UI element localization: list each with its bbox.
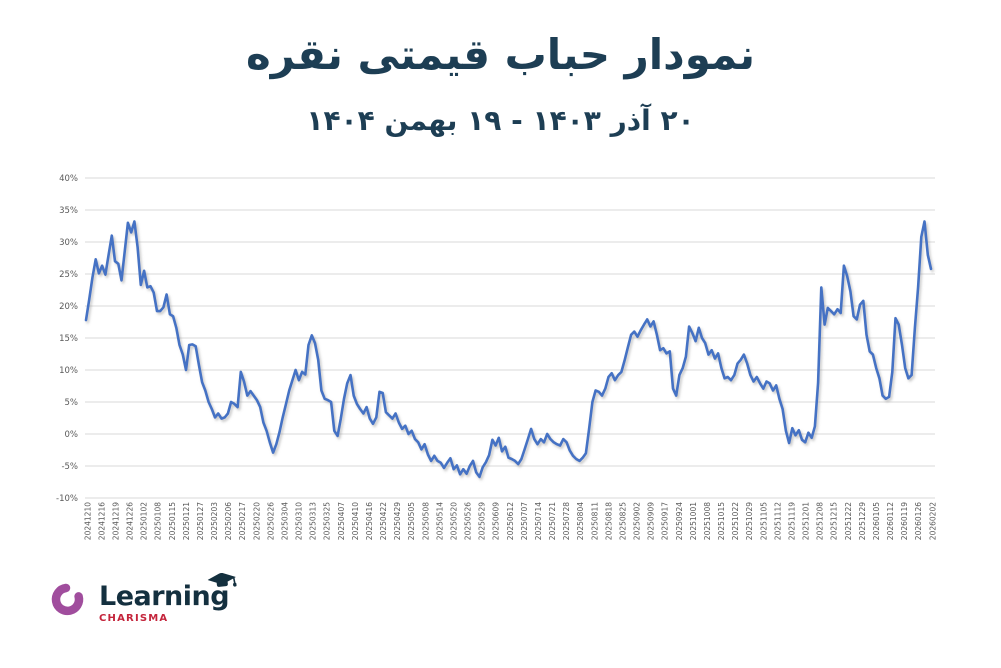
x-tick-label: 20250226	[266, 502, 275, 540]
x-tick-label: 20250102	[140, 502, 149, 540]
y-tick-label: 35%	[59, 206, 78, 216]
x-tick-label: 20250407	[337, 502, 346, 540]
x-tick-label: 20241226	[126, 502, 135, 540]
x-tick-label: 20251201	[802, 502, 811, 540]
x-tick-label: 20250526	[464, 502, 473, 540]
x-tick-label: 20251029	[745, 502, 754, 540]
x-tick-label: 20250529	[478, 502, 487, 540]
y-axis-labels: 40% 35% 30% 25% 20% 15% 10% 5% 0% -5% -10%	[56, 174, 78, 504]
page-subtitle: ۲۰ آذر ۱۴۰۳ - ۱۹ بهمن ۱۴۰۴	[306, 104, 695, 137]
x-tick-label: 20250429	[393, 502, 402, 540]
x-tick-label: 20251229	[858, 502, 867, 540]
x-tick-label: 20250508	[421, 502, 430, 540]
x-tick-label: 20260202	[928, 502, 937, 540]
graduation-cap-icon	[207, 572, 237, 587]
x-tick-label: 20250909	[647, 502, 656, 540]
x-tick-label: 20250728	[562, 502, 571, 540]
x-tick-label: 20250902	[633, 502, 642, 540]
x-tick-label: 20250220	[252, 502, 261, 540]
logo-wordmark: Learning	[99, 581, 230, 612]
x-tick-label: 20250416	[365, 502, 374, 540]
x-tick-label: 20251119	[788, 502, 797, 540]
x-tick-label: 20250422	[379, 502, 388, 540]
x-tick-label: 20250304	[281, 502, 290, 540]
x-tick-label: 20250818	[604, 502, 613, 540]
x-tick-label: 20250310	[295, 502, 304, 540]
x-tick-label: 20250811	[590, 502, 599, 540]
y-tick-label: 0%	[65, 430, 79, 440]
y-tick-label: -5%	[61, 462, 78, 472]
x-tick-label: 20250707	[520, 502, 529, 540]
y-tick-label: 15%	[59, 334, 78, 344]
x-tick-label: 20250127	[196, 502, 205, 540]
x-tick-label: 20250514	[435, 502, 444, 540]
x-tick-label: 20250121	[182, 502, 191, 540]
page-title: نمودار حباب قیمتی نقره	[245, 30, 756, 79]
x-tick-label: 20251015	[717, 502, 726, 540]
x-tick-label: 20251215	[830, 502, 839, 540]
x-tick-label: 20250505	[407, 502, 416, 540]
x-tick-label: 20260112	[886, 502, 895, 540]
x-axis-labels: 20241210 20241216 20241219 20241226 20250102…	[83, 502, 937, 540]
x-tick-label: 20260119	[900, 502, 909, 540]
x-tick-label: 20250206	[224, 502, 233, 540]
x-tick-label: 20250108	[154, 502, 163, 540]
x-tick-label: 20250825	[619, 502, 628, 540]
x-tick-label: 20250609	[492, 502, 501, 540]
x-tick-label: 20250325	[323, 502, 332, 540]
x-tick-label: 20241210	[83, 502, 92, 540]
x-tick-label: 20251001	[689, 502, 698, 540]
x-tick-label: 20250115	[168, 502, 177, 540]
x-tick-label: 20250917	[661, 502, 670, 540]
y-tick-label: 40%	[59, 174, 78, 184]
x-tick-label: 20251008	[703, 502, 712, 540]
x-tick-label: 20251222	[844, 502, 853, 540]
y-tick-label: 25%	[59, 270, 78, 280]
x-tick-label: 20250520	[450, 502, 459, 540]
gridlines	[85, 177, 935, 499]
logo-subtitle: CHARISMA	[99, 613, 169, 624]
x-tick-label: 20250217	[238, 502, 247, 540]
x-tick-label: 20250313	[309, 502, 318, 540]
x-tick-label: 20250721	[548, 502, 557, 540]
x-tick-label: 20250804	[576, 502, 585, 540]
y-tick-label: 5%	[65, 398, 79, 408]
x-tick-label: 20251112	[773, 502, 782, 540]
x-tick-label: 20250410	[351, 502, 360, 540]
x-tick-label: 20260105	[872, 502, 881, 540]
y-tick-label: 30%	[59, 238, 78, 248]
x-tick-label: 20251022	[731, 502, 740, 540]
logo-c-icon	[51, 583, 84, 616]
x-tick-label: 20250203	[210, 502, 219, 540]
x-tick-label: 20250714	[534, 502, 543, 540]
y-tick-label: 20%	[59, 302, 78, 312]
logo-text: Learning CHARISMA	[99, 572, 237, 624]
x-tick-label: 20260126	[914, 502, 923, 540]
logo: Learning CHARISMA	[50, 572, 237, 624]
y-tick-label: 10%	[59, 366, 78, 376]
x-tick-label: 20241216	[97, 502, 106, 540]
series-line	[84, 220, 933, 479]
x-tick-label: 20251208	[816, 502, 825, 540]
x-tick-label: 20241219	[112, 502, 121, 540]
x-tick-label: 20250612	[506, 502, 515, 540]
y-tick-label: -10%	[56, 494, 78, 504]
x-tick-label: 20251105	[759, 502, 768, 540]
x-tick-label: 20250924	[675, 502, 684, 540]
